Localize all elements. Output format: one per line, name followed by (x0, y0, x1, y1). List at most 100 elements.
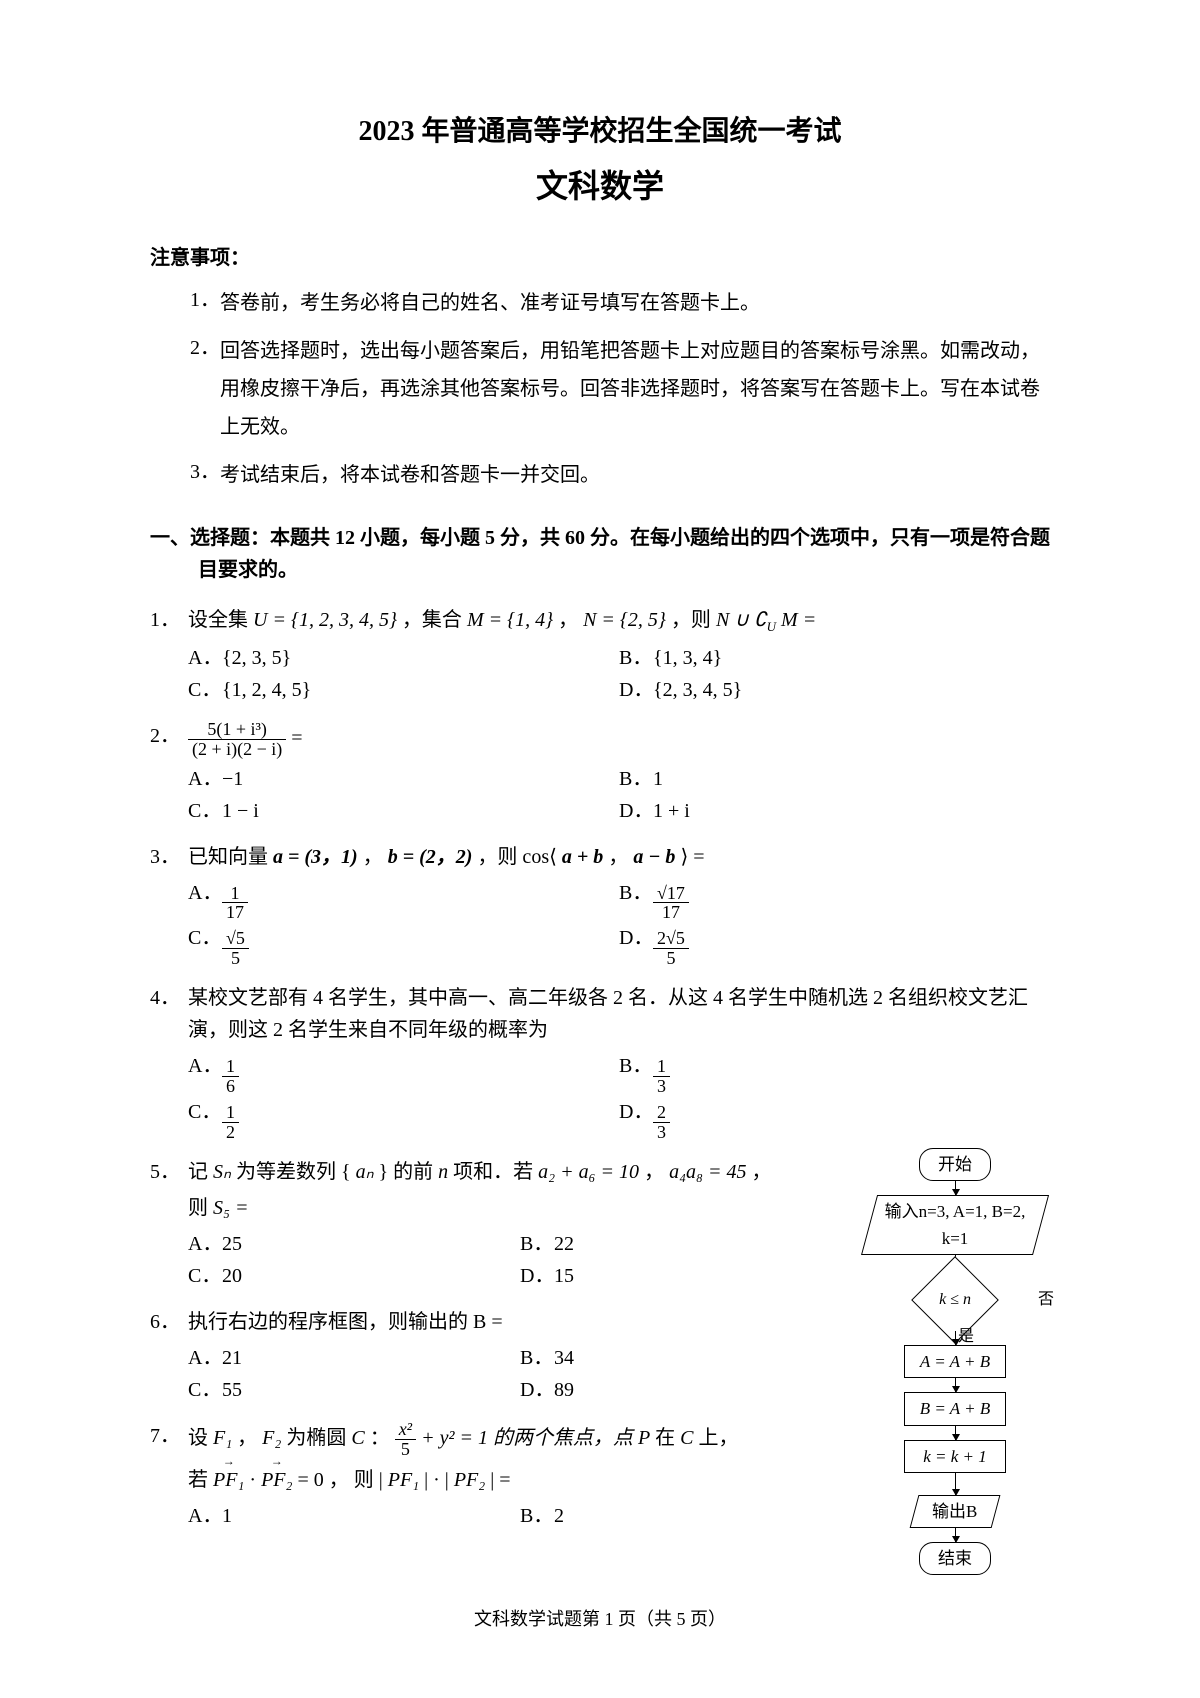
math: C (351, 1427, 364, 1449)
option-text: 20 (222, 1260, 242, 1292)
option-text: 1 (653, 763, 663, 795)
option-d: D． 2√55 (619, 922, 1050, 968)
text: = 0 ， 则 | (297, 1469, 387, 1491)
math: M = (781, 609, 816, 631)
flowchart-step-2: B = A + B (904, 1392, 1006, 1425)
option-label: D． (619, 922, 653, 954)
question-number: 2． (150, 720, 188, 827)
text: 已知向量 (188, 846, 273, 868)
text: ， (558, 609, 578, 631)
question-stem: 已知向量 a = (3，1) ， b = (2，2) ，则 cos⟨ a + b… (188, 841, 1050, 873)
option-label: C． (188, 1096, 222, 1128)
option-d: D． 23 (619, 1096, 1050, 1142)
denominator: 3 (653, 1077, 670, 1096)
numerator: √5 (222, 929, 249, 949)
fraction: √1717 (653, 884, 689, 923)
option-text: 1 (222, 1500, 232, 1532)
option-label: D． (619, 674, 653, 706)
question-number: 3． (150, 841, 188, 969)
notice-text: 回答选择题时，选出每小题答案后，用铅笔把答题卡上对应题目的答案标号涂黑。如需改动… (220, 332, 1050, 446)
options: A． 117 B． √1717 C． √55 D． 2√55 (188, 877, 1050, 969)
text: 项和．若 (453, 1161, 538, 1183)
option-a: A．−1 (188, 763, 619, 795)
option-text: 1 + i (653, 795, 690, 827)
option-a: A． 117 (188, 877, 619, 923)
numerator: 2 (653, 1103, 670, 1123)
math: a − b (633, 846, 675, 868)
option-label: A． (188, 1228, 222, 1260)
text: 若 (188, 1469, 213, 1491)
text: ， (751, 1161, 771, 1183)
text: 为等差数列 { (236, 1161, 351, 1183)
text: 设全集 (188, 609, 253, 631)
math: = (291, 727, 302, 749)
numerator: 1 (222, 1057, 239, 1077)
numerator: 2√5 (653, 929, 689, 949)
math: F₂ (262, 1427, 281, 1449)
text: 在 (655, 1427, 680, 1449)
option-label: B． (619, 642, 653, 674)
question-number: 6． (150, 1306, 188, 1406)
flowchart-arrow (955, 1473, 956, 1495)
text: | · | (424, 1469, 454, 1491)
math: Sₙ (213, 1161, 231, 1183)
fraction: 2√55 (653, 929, 689, 968)
flowchart-step-3: k = k + 1 (904, 1440, 1006, 1473)
denominator: 2 (222, 1123, 239, 1142)
option-label: D． (619, 795, 653, 827)
option-b: B．2 (520, 1500, 852, 1532)
option-text: {1, 2, 4, 5} (222, 674, 311, 706)
option-text: −1 (222, 763, 243, 795)
option-d: D．1 + i (619, 795, 1050, 827)
text: · (249, 1469, 261, 1491)
flowchart-no-label: 否 (1038, 1287, 1054, 1313)
flowchart-step-1: A = A + B (904, 1345, 1006, 1378)
math: N = {2, 5} (583, 609, 666, 631)
flowchart-arrow (955, 1426, 956, 1440)
option-text: 1 − i (222, 795, 259, 827)
numerator: 1 (653, 1057, 670, 1077)
math: F₁ (213, 1427, 232, 1449)
option-text: {2, 3, 4, 5} (653, 674, 742, 706)
math: + y² = 1 的两个焦点，点 (421, 1427, 638, 1449)
exam-title-line2: 文科数学 (150, 161, 1050, 212)
question-7: 7． 设 F₁ ， F₂ 为椭圆 C ： x² 5 (150, 1420, 852, 1533)
numerator: x² (395, 1420, 416, 1440)
notice-item: 1． 答卷前，考生务必将自己的姓名、准考证号填写在答题卡上。 (190, 284, 1050, 322)
option-text: 25 (222, 1228, 242, 1260)
option-a: A．1 (188, 1500, 520, 1532)
option-text: 2 (554, 1500, 564, 1532)
flowchart-end: 结束 (919, 1542, 991, 1575)
option-text: 22 (554, 1228, 574, 1260)
options: A．{2, 3, 5} B．{1, 3, 4} C．{1, 2, 4, 5} D… (188, 642, 1050, 706)
text: ， (644, 1161, 664, 1183)
text: 记 (188, 1161, 213, 1183)
question-5: 5． 记 Sₙ 为等差数列 { aₙ } 的前 n 项和．若 a₂ + a₆ =… (150, 1156, 852, 1292)
option-text: 15 (554, 1260, 574, 1292)
math-sub: U (767, 619, 776, 634)
text: ： (370, 1427, 390, 1449)
option-label: C． (188, 1260, 222, 1292)
option-d: D．89 (520, 1374, 852, 1406)
option-label: B． (520, 1228, 554, 1260)
math: U = {1, 2, 3, 4, 5} (253, 609, 397, 631)
numerator: √17 (653, 884, 689, 904)
math: a = (3，1) (273, 846, 358, 868)
fraction: √55 (222, 929, 249, 968)
question-stem: 执行右边的程序框图，则输出的 B = (188, 1306, 852, 1338)
denominator: 3 (653, 1123, 670, 1142)
text: 设 (188, 1427, 213, 1449)
option-label: D． (619, 1096, 653, 1128)
text: ⟩ = (680, 846, 704, 868)
math: PF₁ (388, 1469, 419, 1491)
option-label: C． (188, 1374, 222, 1406)
option-a: A．21 (188, 1342, 520, 1374)
math: aₙ (356, 1161, 374, 1183)
question-stem: 5(1 + i³) (2 + i)(2 − i) = (188, 720, 1050, 759)
text: ，则 (671, 609, 716, 631)
flowchart-yes-label: 是 (958, 1324, 974, 1350)
question-2: 2． 5(1 + i³) (2 + i)(2 − i) = A．−1 B．1 C… (150, 720, 1050, 827)
fraction: 5(1 + i³) (2 + i)(2 − i) (188, 720, 286, 759)
denominator: 5 (222, 949, 249, 968)
denominator: 5 (395, 1440, 416, 1459)
